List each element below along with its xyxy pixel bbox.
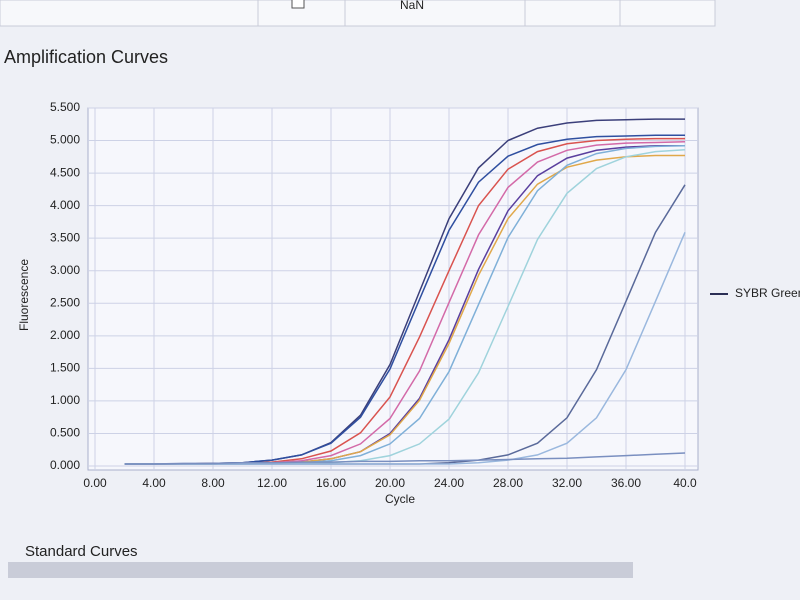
y-tick-label: 5.000 <box>50 133 80 147</box>
x-tick-label: 4.00 <box>142 476 166 490</box>
section-title: Amplification Curves <box>4 47 168 67</box>
x-tick-label: 0.00 <box>83 476 107 490</box>
y-tick-label: 5.500 <box>50 100 80 114</box>
y-tick-label: 4.500 <box>50 165 80 179</box>
scrollbar[interactable] <box>8 562 633 578</box>
plot: 0.000 0.500 1.000 1.500 2.000 2.500 3.000 3.500… <box>50 100 698 490</box>
checkbox[interactable] <box>291 0 305 9</box>
section-title: Standard Curves <box>25 543 138 560</box>
x-tick-label: 16.00 <box>316 476 346 490</box>
x-tick-label: 36.00 <box>611 476 641 490</box>
y-tick-label: 4.000 <box>50 198 80 212</box>
y-axis-label: Fluorescence <box>17 259 31 331</box>
y-tick-label: 3.000 <box>50 263 80 277</box>
y-tick-label: 0.500 <box>50 426 80 440</box>
x-axis-label: Cycle <box>385 492 415 506</box>
table-cell: NaN <box>400 0 424 12</box>
plot-area <box>87 107 699 471</box>
x-tick-label: 32.00 <box>552 476 582 490</box>
y-tick-label: 2.500 <box>50 295 80 309</box>
x-tick-label: 8.00 <box>201 476 225 490</box>
x-tick-label: 12.00 <box>257 476 287 490</box>
table-row <box>0 0 716 27</box>
x-tick-label: 40.0 <box>673 476 697 490</box>
y-tick-label: 0.000 <box>50 458 80 472</box>
x-tick-label: 24.00 <box>434 476 464 490</box>
amplification-curve <box>124 452 686 465</box>
y-tick-label: 1.500 <box>50 361 80 375</box>
legend-label: SYBR Green <box>735 286 800 300</box>
y-tick-label: 2.000 <box>50 328 80 342</box>
y-tick-label: 1.000 <box>50 393 80 407</box>
x-tick-label: 20.00 <box>375 476 405 490</box>
x-tick-label: 28.00 <box>493 476 523 490</box>
y-tick-label: 3.500 <box>50 230 80 244</box>
